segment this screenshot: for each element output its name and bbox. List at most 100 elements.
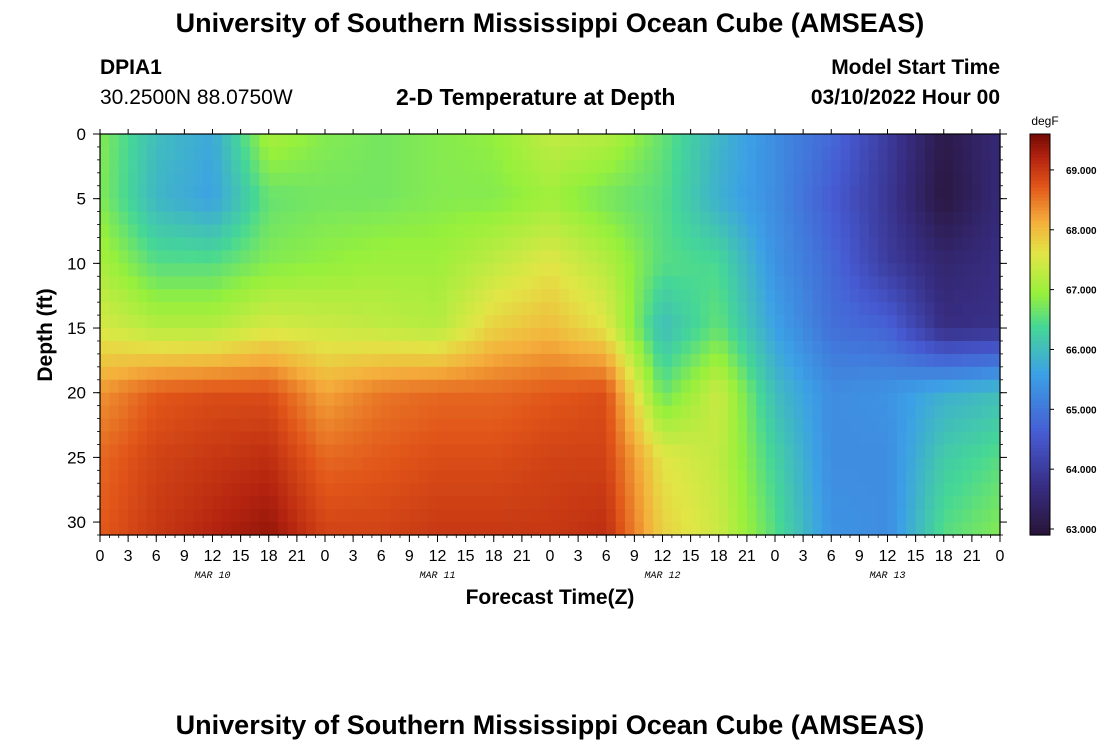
heatmap-cell — [728, 211, 739, 226]
heatmap-cell — [371, 457, 382, 471]
heatmap-cell — [475, 457, 485, 471]
heatmap-cell — [728, 457, 739, 471]
heatmap-cell — [587, 185, 598, 200]
heatmap-cell — [484, 146, 495, 161]
heatmap-cell — [362, 457, 373, 471]
heatmap-cell — [587, 418, 598, 433]
heatmap-cell — [287, 444, 298, 458]
heatmap-cell — [418, 328, 429, 342]
heatmap-cell — [671, 522, 682, 536]
heatmap-cell — [934, 470, 945, 484]
heatmap-cell — [671, 405, 682, 420]
heatmap-cell — [175, 172, 185, 187]
colorbar-segment — [1030, 240, 1050, 245]
x-tick-label: 6 — [377, 548, 386, 565]
heatmap-cell — [728, 483, 739, 497]
heatmap-cell — [400, 392, 410, 407]
heatmap-cell — [625, 289, 635, 303]
heatmap-cell — [250, 146, 260, 161]
heatmap-cell — [268, 224, 279, 239]
heatmap-cell — [156, 172, 167, 187]
colorbar-segment — [1030, 297, 1050, 302]
heatmap-cell — [334, 509, 345, 523]
heatmap-cell — [840, 159, 851, 174]
heatmap-cell — [634, 198, 645, 213]
heatmap-cell — [793, 159, 804, 174]
heatmap-cell — [343, 405, 354, 420]
heatmap-cell — [728, 431, 739, 446]
heatmap-cell — [700, 134, 710, 148]
heatmap-cell — [934, 211, 945, 226]
heatmap-cell — [231, 431, 242, 446]
heatmap-cell — [484, 328, 495, 342]
heatmap-cell — [268, 263, 279, 277]
heatmap-cell — [615, 392, 626, 407]
heatmap-cell — [775, 185, 785, 200]
heatmap-cell — [943, 522, 954, 536]
heatmap-cell — [446, 379, 457, 394]
heatmap-cell — [793, 496, 804, 510]
heatmap-cell — [315, 366, 326, 381]
heatmap-cell — [737, 470, 748, 484]
heatmap-cell — [100, 392, 110, 407]
heatmap-cell — [203, 470, 214, 484]
heatmap-cell — [943, 211, 954, 226]
heatmap-cell — [221, 237, 232, 252]
colorbar-segment — [1030, 464, 1050, 469]
heatmap-cell — [165, 276, 176, 290]
heatmap-cell — [653, 328, 664, 342]
heatmap-cell — [231, 418, 242, 433]
heatmap-cell — [662, 379, 673, 394]
heatmap-cell — [512, 328, 523, 342]
colorbar-tick-label: 68.000 — [1066, 226, 1097, 237]
heatmap-cell — [625, 134, 635, 148]
heatmap-cell — [643, 483, 654, 497]
heatmap-cell — [390, 250, 401, 264]
heatmap-cell — [906, 366, 917, 381]
colorbar-segment — [1030, 511, 1050, 516]
heatmap-cell — [343, 172, 354, 187]
heatmap-cell — [681, 134, 692, 148]
heatmap-cell — [681, 392, 692, 407]
heatmap-cell — [925, 328, 935, 342]
heatmap-cell — [512, 353, 523, 368]
heatmap-cell — [671, 509, 682, 523]
heatmap-cell — [859, 340, 870, 355]
heatmap-cell — [643, 211, 654, 226]
heatmap-cell — [681, 328, 692, 342]
heatmap-cell — [962, 379, 973, 394]
heatmap-cell — [606, 302, 617, 316]
heatmap-cell — [690, 134, 701, 148]
heatmap-cell — [943, 431, 954, 446]
heatmap-cell — [409, 224, 420, 239]
heatmap-cell — [681, 185, 692, 200]
colorbar-segment — [1030, 160, 1050, 165]
heatmap-cell — [240, 418, 251, 433]
colorbar-tick-label: 64.000 — [1066, 465, 1097, 476]
heatmap-cell — [615, 263, 626, 277]
heatmap-cell — [775, 198, 785, 213]
heatmap-cell — [184, 418, 195, 433]
heatmap-cell — [512, 211, 523, 226]
heatmap-cell — [803, 172, 814, 187]
heatmap-cell — [878, 496, 889, 510]
heatmap-cell — [821, 224, 832, 239]
heatmap-cell — [456, 457, 467, 471]
heatmap-cell — [493, 211, 504, 226]
heatmap-cell — [221, 457, 232, 471]
heatmap-cell — [587, 159, 598, 174]
heatmap-cell — [100, 328, 110, 342]
heatmap-cell — [231, 353, 242, 368]
heatmap-cell — [887, 250, 898, 264]
heatmap-cell — [953, 134, 964, 148]
heatmap-cell — [746, 509, 757, 523]
heatmap-cell — [578, 237, 589, 252]
heatmap-cell — [765, 237, 776, 252]
heatmap-cell — [718, 172, 729, 187]
heatmap-cell — [400, 522, 410, 536]
heatmap-cell — [812, 379, 823, 394]
x-tick-label: 3 — [349, 548, 358, 565]
heatmap-cell — [128, 418, 139, 433]
heatmap-cell — [334, 496, 345, 510]
heatmap-cell — [540, 237, 551, 252]
